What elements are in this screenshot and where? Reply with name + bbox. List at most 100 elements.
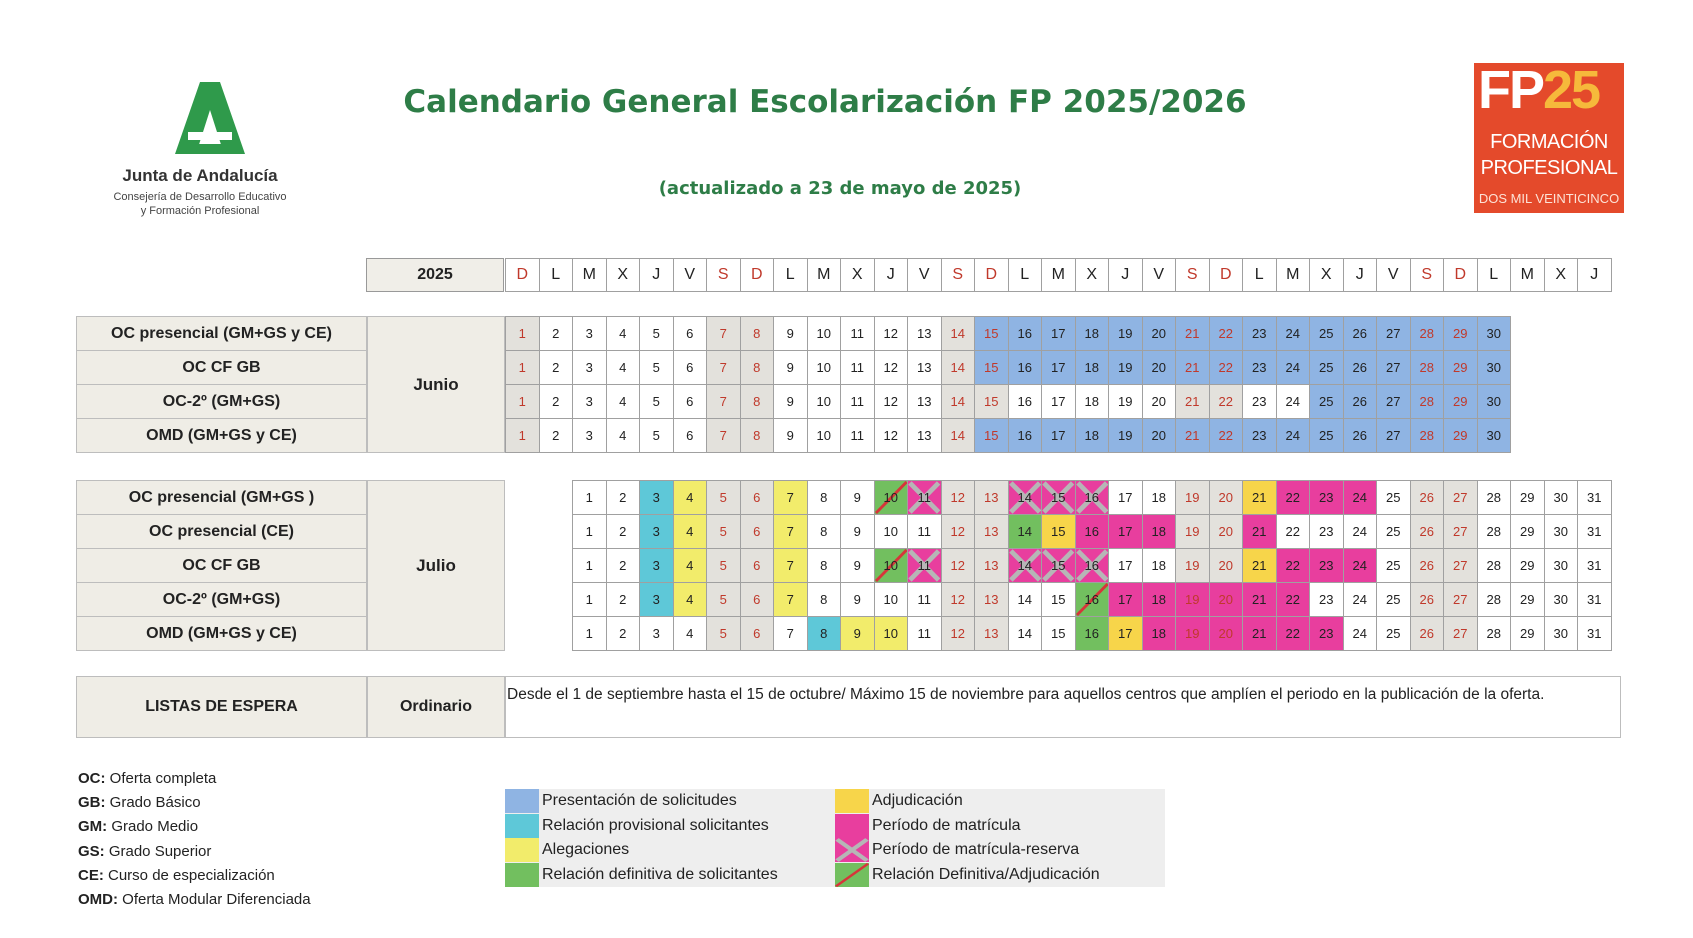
- legend-item: Relación Definitiva/Adjudicación: [835, 862, 1100, 887]
- day-cell: 27: [1443, 480, 1478, 515]
- day-cell: 29: [1510, 616, 1545, 651]
- day-cell: 29: [1510, 480, 1545, 515]
- day-number: 26: [1419, 490, 1434, 505]
- day-number: 5: [719, 524, 727, 539]
- day-cell: 23: [1242, 316, 1277, 351]
- day-cell: 26: [1409, 514, 1444, 549]
- day-number: 24: [1285, 360, 1300, 375]
- day-cell: 7: [773, 480, 808, 515]
- day-number: 23: [1252, 394, 1267, 409]
- day-number: 29: [1453, 428, 1468, 443]
- weekday-header: M: [1041, 258, 1076, 292]
- day-cell: 7: [706, 316, 741, 351]
- junta-name: Junta de Andalucía: [122, 166, 278, 185]
- month-label: Julio: [367, 480, 505, 651]
- day-number: 25: [1319, 428, 1334, 443]
- day-number: 5: [652, 360, 660, 375]
- day-number: 3: [652, 524, 660, 539]
- waiting-list-label: LISTAS DE ESPERA: [76, 676, 367, 738]
- day-number: 28: [1419, 394, 1434, 409]
- weekday-header: S: [1175, 258, 1210, 292]
- legend-item: Adjudicación: [835, 789, 963, 813]
- day-cell: 29: [1510, 582, 1545, 617]
- day-number: 6: [753, 490, 761, 505]
- day-number: 30: [1553, 592, 1568, 607]
- day-number: 17: [1118, 490, 1133, 505]
- day-cell: 22: [1208, 350, 1243, 385]
- day-number: 17: [1118, 524, 1133, 539]
- day-cell: 5: [639, 350, 674, 385]
- day-cell: 15: [974, 418, 1009, 453]
- day-number: 23: [1319, 626, 1334, 641]
- day-number: 25: [1319, 360, 1334, 375]
- day-cell: 17: [1108, 616, 1143, 651]
- day-cell: 14: [1007, 548, 1042, 583]
- day-cell: 17: [1108, 582, 1143, 617]
- day-number: 9: [853, 524, 861, 539]
- definitiva-adjudicacion-slash-icon: [1075, 583, 1108, 616]
- day-number: 15: [984, 326, 999, 341]
- day-cell: 24: [1342, 582, 1377, 617]
- day-cell: 21: [1242, 616, 1277, 651]
- legend-label: Período de matrícula: [872, 816, 1021, 834]
- day-cell: 30: [1543, 548, 1578, 583]
- day-number: 21: [1185, 326, 1200, 341]
- matricula-reserva-cross-icon: [1042, 481, 1075, 514]
- weekday-header: M: [572, 258, 607, 292]
- day-number: 16: [1017, 326, 1032, 341]
- day-cell: 28: [1476, 480, 1511, 515]
- day-cell: 5: [706, 616, 741, 651]
- day-cell: 14: [1007, 616, 1042, 651]
- junta-sub-line2: y Formación Profesional: [140, 205, 260, 217]
- day-number: 1: [585, 626, 593, 641]
- day-cell: 10: [806, 384, 841, 419]
- day-number: 4: [619, 428, 627, 443]
- day-number: 18: [1084, 326, 1099, 341]
- day-number: 12: [883, 326, 898, 341]
- day-number: 2: [552, 428, 560, 443]
- day-number: 19: [1185, 558, 1200, 573]
- day-cell: 26: [1342, 418, 1377, 453]
- legend-item: Período de matrícula-reserva: [835, 838, 1079, 862]
- row-label: OC CF GB: [76, 350, 367, 385]
- day-number: 11: [850, 360, 865, 375]
- day-number: 26: [1419, 592, 1434, 607]
- weekday-header: V: [672, 258, 707, 292]
- day-number: 16: [1084, 592, 1099, 607]
- day-number: 24: [1285, 428, 1300, 443]
- day-number: 7: [719, 326, 727, 341]
- day-number: 15: [1051, 524, 1066, 539]
- day-cell: 19: [1108, 316, 1143, 351]
- day-number: 2: [552, 394, 560, 409]
- day-number: 16: [1017, 394, 1032, 409]
- day-cell: 3: [639, 480, 674, 515]
- day-cell: 17: [1041, 418, 1076, 453]
- legend-label: Adjudicación: [872, 792, 963, 809]
- day-cell: 13: [974, 548, 1009, 583]
- day-number: 6: [686, 360, 694, 375]
- fp-logo-line1: FORMACIÓN: [1490, 131, 1608, 153]
- day-cell: 7: [773, 548, 808, 583]
- abbreviation-value: Oferta completa: [105, 770, 217, 787]
- day-number: 11: [917, 524, 932, 539]
- junta-andalucia-logo: Junta de Andalucía Consejería de Desarro…: [90, 76, 310, 217]
- weekday-header: L: [1242, 258, 1277, 292]
- day-cell: 27: [1376, 418, 1411, 453]
- page-subtitle: (actualizado a 23 de mayo de 2025): [658, 178, 1022, 199]
- day-number: 29: [1520, 524, 1535, 539]
- day-number: 29: [1453, 360, 1468, 375]
- day-cell: 29: [1443, 316, 1478, 351]
- day-number: 4: [619, 326, 627, 341]
- row-label: OC CF GB: [76, 548, 367, 583]
- day-number: 18: [1151, 558, 1166, 573]
- day-number: 18: [1151, 524, 1166, 539]
- day-number: 1: [585, 524, 593, 539]
- day-number: 14: [1017, 592, 1032, 607]
- day-number: 27: [1453, 592, 1468, 607]
- day-cell: 30: [1543, 616, 1578, 651]
- day-number: 17: [1051, 394, 1066, 409]
- day-cell: 28: [1476, 548, 1511, 583]
- calendar-year-label: 2025: [366, 258, 504, 292]
- day-number: 5: [719, 592, 727, 607]
- legend-label: Alegaciones: [542, 841, 630, 858]
